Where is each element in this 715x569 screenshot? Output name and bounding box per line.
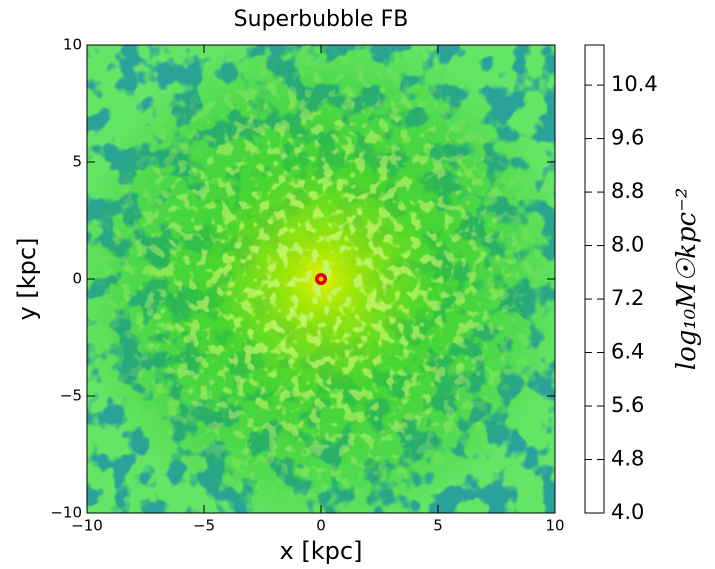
colorbar-tick-label: 8.8 [611,179,644,203]
y-axis-label: y [kpc] [13,238,41,321]
colorbar-tick-label: 5.6 [611,393,644,417]
y-tick-label: 5 [72,153,82,171]
y-tick-label: 0 [72,270,82,288]
x-tick-label: −5 [193,517,215,535]
x-tick-label: 5 [433,517,443,535]
colorbar-tick-label: 8.0 [611,233,644,257]
x-tick-label: −10 [71,517,103,535]
density-map [87,45,555,513]
colorbar-tick-label: 4.0 [611,500,644,524]
y-tick-label: −10 [50,504,82,522]
chart-title: Superbubble FB [234,7,409,32]
colorbar-tick-label: 10.4 [611,72,658,96]
colorbar [584,44,605,514]
colorbar-label: log₁₀M☉kpc⁻² [672,188,702,371]
y-tick-label: −5 [60,387,82,405]
x-tick-label: 10 [545,517,564,535]
colorbar-tick-label: 9.6 [611,126,644,150]
colorbar-tick-label: 7.2 [611,286,644,310]
x-tick-label: 0 [316,517,326,535]
y-tick-label: 10 [63,36,82,54]
colorbar-tick-label: 6.4 [611,340,644,364]
colorbar-tick-label: 4.8 [611,447,644,471]
x-axis-label: x [kpc] [280,537,363,565]
